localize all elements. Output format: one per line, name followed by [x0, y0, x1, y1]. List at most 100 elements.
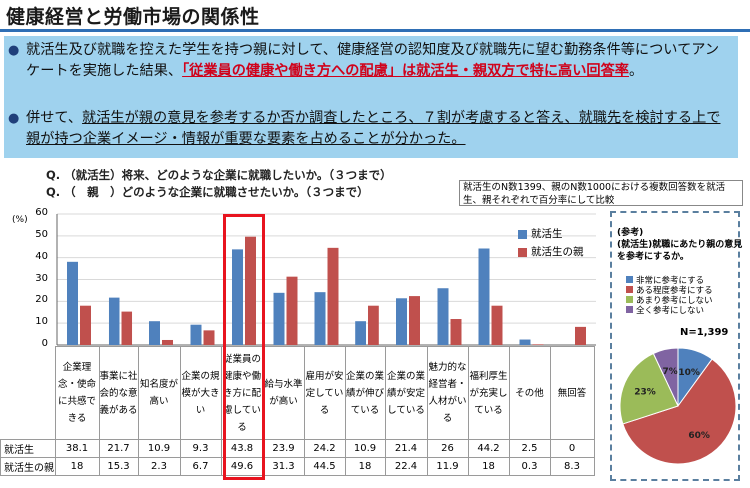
category-label: 魅力的な経営者・人材がいる — [426, 346, 469, 440]
table-cell: 0.3 — [508, 457, 551, 476]
question-student: Q. （就活生）将来、どのような企業に就職したいか。（３つまで） — [46, 168, 392, 182]
table-cell: 15.3 — [98, 457, 139, 476]
table-cell: 18 — [344, 457, 386, 476]
bar-parent-3 — [203, 330, 215, 345]
summary-bullet-2: ● 併せて、就活生が親の意見を参考するか否か調査したところ、７割が考慮すると答え… — [8, 108, 726, 150]
pie-slice — [622, 358, 737, 465]
category-label: 企業の業績が安定している — [384, 346, 428, 440]
table-cell: 38.1 — [54, 439, 100, 458]
legend-swatch-student — [518, 229, 527, 239]
y-tick-label: 10 — [35, 316, 48, 328]
bar-student-0 — [67, 261, 78, 345]
category-label: 給与水準が高い — [262, 346, 305, 440]
category-label: 企業の規模が大きい — [179, 346, 222, 440]
pie-legend-label: あまり参考にしない — [636, 296, 713, 306]
category-label: その他 — [508, 346, 551, 440]
pie-slice-label: 60% — [688, 431, 710, 441]
pie-legend-item: あまり参考にしない — [626, 294, 713, 306]
highlight-frame — [223, 214, 265, 480]
bar-student-4 — [232, 249, 243, 345]
pie-slice — [619, 352, 679, 425]
bullet-1-end: 。 — [628, 63, 644, 79]
row-label: 就活生の親 — [0, 457, 56, 476]
reference-panel — [610, 211, 740, 481]
bar-student-11 — [519, 339, 531, 345]
bar-parent-5 — [286, 276, 298, 345]
table-cell: 18 — [54, 457, 100, 476]
table-cell: 31.3 — [262, 457, 305, 476]
summary-bullet-1: ● 就活生及び就職を控えた学生を持つ親に対して、健康経営の認知度及び就職先に望む… — [8, 40, 726, 82]
table-row-student: 就活生 38.1 21.7 10.9 9.3 43.8 23.9 24.2 10.9 21.4 26… — [0, 439, 595, 458]
category-label: 知名度が高い — [137, 346, 181, 440]
category-label: 無回答 — [549, 346, 595, 440]
bar-parent-1 — [121, 311, 133, 345]
pie-legend-label: ある程度参考にする — [636, 286, 713, 296]
bar-parent-8 — [409, 296, 420, 345]
data-table: 企業理念・使命に共感できる 事業に社会的な意義がある 知名度が高い 企業の規模が大きい… — [0, 346, 595, 476]
table-cell: 24.2 — [303, 439, 346, 458]
table-cell: 9.3 — [179, 439, 222, 458]
bar-parent-12 — [575, 326, 586, 345]
table-cell: 11.9 — [426, 457, 469, 476]
category-label: 企業理念・使命に共感できる — [54, 346, 100, 440]
bar-student-1 — [108, 297, 120, 345]
y-axis-unit: (%) — [12, 215, 28, 225]
table-cell: 2.5 — [508, 439, 551, 458]
page-title: 健康経営と労働市場の関係性 — [6, 6, 260, 28]
y-tick-label: 20 — [35, 294, 48, 306]
chart-note: 就活生のN数1399、親のN数1000における複数回答数を就活生、親それぞれで百… — [459, 180, 743, 206]
table-cell: 8.3 — [549, 457, 595, 476]
bullet-2-underlined: 就活生が親の意見を参考するか否か調査したところ、７割が考慮すると答え、就職先を検… — [26, 110, 721, 147]
bar-student-5 — [273, 292, 285, 345]
table-cell: 22.4 — [384, 457, 428, 476]
bar-student-8 — [396, 298, 407, 345]
table-cell: 18 — [467, 457, 510, 476]
legend-swatch-parent — [518, 247, 527, 257]
bar-parent-7 — [368, 305, 379, 345]
table-cell: 6.7 — [179, 457, 222, 476]
title-underline — [0, 29, 750, 32]
table-cell: 44.2 — [467, 439, 510, 458]
bullet-1-text: 就活生及び就職を控えた学生を持つ親に対して、健康経営の認知度及び就職先に望む勤務… — [26, 42, 720, 79]
legend-item-student: 就活生 — [518, 226, 563, 241]
pie-sample-size: N=1,399 — [680, 327, 729, 338]
bullet-dot: ● — [8, 111, 20, 126]
table-cell: 44.5 — [303, 457, 346, 476]
pie-slice-label: 23% — [634, 388, 656, 398]
category-label: 企業の業績が伸びている — [344, 346, 386, 440]
pie-legend-item: 非常に参考にする — [626, 274, 704, 286]
pie-slice-label: 10% — [678, 368, 700, 378]
category-label: 雇用が安定している — [303, 346, 346, 440]
bar-student-2 — [149, 321, 160, 345]
table-cell: 26 — [426, 439, 469, 458]
row-label: 就活生 — [0, 439, 56, 458]
bar-student-9 — [437, 288, 449, 345]
table-cell: 2.3 — [137, 457, 181, 476]
bar-chart — [56, 213, 596, 346]
bar-parent-11 — [532, 344, 544, 345]
pie-legend-swatch — [626, 286, 633, 293]
summary-box: ● 就活生及び就職を控えた学生を持つ親に対して、健康経営の認知度及び就職先に望む… — [4, 36, 738, 158]
question-parent: Q. （ 親 ）どのような企業に就職させたいか。（３つまで） — [46, 185, 369, 199]
pie-legend-label: 全く参考にしない — [636, 306, 705, 316]
pie-slice-label: 7% — [663, 367, 678, 377]
legend-label-parent: 就活生の親 — [531, 246, 584, 258]
bar-parent-0 — [80, 305, 91, 345]
pie-title: (参考) (就活生)就職にあたり親の意見を参考にするか。 — [617, 228, 743, 262]
bullet-dot: ● — [8, 43, 20, 58]
y-tick-label: 40 — [35, 250, 48, 262]
bullet-2-text: 併せて、 — [26, 110, 83, 126]
table-cell: 23.9 — [262, 439, 305, 458]
bar-parent-4 — [245, 236, 256, 345]
bar-parent-10 — [491, 305, 503, 345]
category-label: 事業に社会的な意義がある — [98, 346, 139, 440]
table-cell: 0 — [549, 439, 595, 458]
category-label: 福利厚生が充実している — [467, 346, 510, 440]
y-tick-label: 0 — [41, 338, 48, 349]
bar-parent-9 — [450, 319, 462, 345]
bar-student-10 — [478, 248, 490, 345]
table-corner — [1, 347, 56, 440]
pie-legend-swatch — [626, 276, 633, 283]
legend-item-parent: 就活生の親 — [518, 244, 584, 259]
pie-legend-swatch — [626, 296, 633, 303]
